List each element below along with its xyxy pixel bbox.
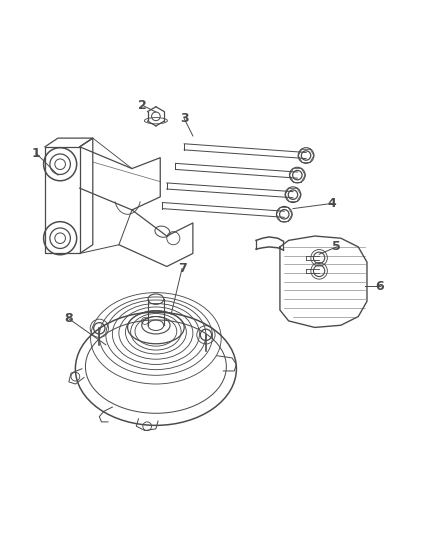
Text: 5: 5 — [332, 240, 341, 253]
Text: 3: 3 — [180, 112, 188, 125]
Text: 6: 6 — [376, 280, 384, 293]
Text: 1: 1 — [32, 147, 41, 160]
Text: 4: 4 — [328, 197, 336, 210]
Text: 2: 2 — [138, 99, 147, 112]
Text: 7: 7 — [178, 262, 187, 275]
Text: 8: 8 — [64, 312, 73, 325]
